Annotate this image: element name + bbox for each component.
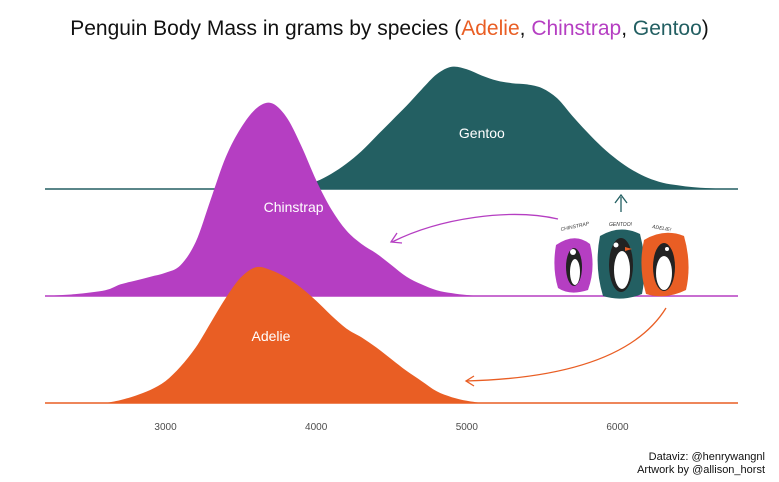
caption-artwork-credit: Artwork by @allison_horst (637, 464, 765, 476)
art-label-chinstrap: CHINSTRAP (560, 221, 590, 233)
ridge-gentoo: Gentoo (45, 66, 738, 190)
chinstrap-arrow-head (389, 232, 403, 244)
title-separator-2: , (621, 17, 633, 40)
title-series-gentoo: Gentoo (632, 17, 702, 40)
ridge-label-adelie: Adelie (252, 328, 291, 344)
title-series-chinstrap: Chinstrap (531, 17, 622, 40)
adelie-arrow (465, 307, 667, 382)
title-separator-1: , (519, 17, 532, 40)
title-suffix: ) (701, 17, 709, 40)
density-area-gentoo (271, 66, 738, 189)
chinstrap-arrow (391, 213, 559, 243)
chinstrap-penguin-icon (554, 238, 593, 293)
title-prefix: Penguin Body Mass in grams by species ( (70, 17, 462, 40)
x-tick-label: 4000 (305, 422, 328, 433)
caption-dataviz-credit: Dataviz: @henrywangnl (648, 451, 765, 463)
density-area-chinstrap (45, 102, 482, 296)
x-axis-ticks: 3000 4000 5000 6000 (154, 422, 629, 433)
density-area-adelie (105, 266, 482, 403)
adelie-penguin-icon (641, 232, 689, 297)
credits-caption: Dataviz: @henrywangnl Artwork by @alliso… (637, 451, 765, 477)
x-tick-label: 5000 (456, 422, 479, 433)
ridge-label-gentoo: Gentoo (459, 125, 505, 141)
ridges: Gentoo Chinstrap Adelie (45, 66, 738, 404)
x-tick-label: 3000 (154, 422, 177, 433)
art-label-gentoo: GENTOO! (609, 222, 633, 228)
penguin-artwork: CHINSTRAP GENTOO! ADELIE! (554, 221, 689, 299)
x-tick-label: 6000 (606, 422, 629, 433)
adelie-arrow-head (464, 375, 475, 387)
gentoo-arrow-head (614, 193, 628, 204)
ridge-label-chinstrap: Chinstrap (264, 199, 324, 215)
annotation-arrows (389, 193, 667, 387)
art-label-adelie: ADELIE! (651, 224, 673, 234)
ridge-adelie: Adelie (45, 266, 738, 404)
gentoo-penguin-icon (597, 229, 645, 299)
title-series-adelie: Adelie (461, 17, 520, 40)
chart-title: Penguin Body Mass in grams by species (A… (0, 17, 779, 41)
